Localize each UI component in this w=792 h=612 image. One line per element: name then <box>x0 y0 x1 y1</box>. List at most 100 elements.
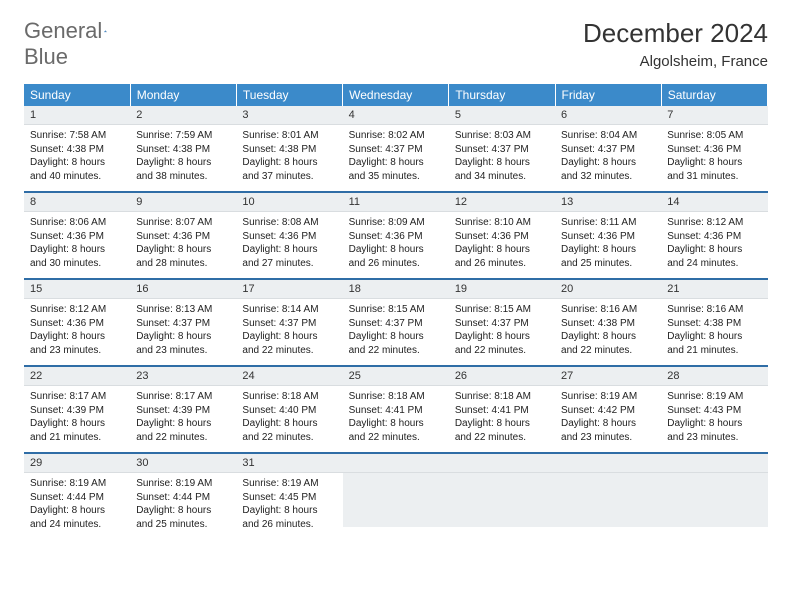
sunrise-text: Sunrise: 8:19 AM <box>242 477 336 491</box>
daylight-text: Daylight: 8 hours and 22 minutes. <box>561 330 655 357</box>
day-number: 6 <box>555 106 661 125</box>
day-body: Sunrise: 8:15 AMSunset: 4:37 PMDaylight:… <box>449 299 555 365</box>
sunrise-text: Sunrise: 8:04 AM <box>561 129 655 143</box>
weekday-header: Wednesday <box>343 84 449 106</box>
weekday-header: Saturday <box>661 84 767 106</box>
daylight-text: Daylight: 8 hours and 22 minutes. <box>349 330 443 357</box>
daylight-text: Daylight: 8 hours and 38 minutes. <box>136 156 230 183</box>
calendar-day-cell: 17Sunrise: 8:14 AMSunset: 4:37 PMDayligh… <box>236 279 342 366</box>
sunrise-text: Sunrise: 8:01 AM <box>242 129 336 143</box>
day-number: 31 <box>236 454 342 473</box>
weekday-header: Friday <box>555 84 661 106</box>
day-body: Sunrise: 8:10 AMSunset: 4:36 PMDaylight:… <box>449 212 555 278</box>
sunrise-text: Sunrise: 8:19 AM <box>30 477 124 491</box>
day-body: Sunrise: 8:03 AMSunset: 4:37 PMDaylight:… <box>449 125 555 191</box>
title-block: December 2024 Algolsheim, France <box>583 18 768 70</box>
sunset-text: Sunset: 4:38 PM <box>30 143 124 157</box>
sunset-text: Sunset: 4:37 PM <box>136 317 230 331</box>
day-number: 25 <box>343 367 449 386</box>
sunset-text: Sunset: 4:37 PM <box>455 317 549 331</box>
calendar-day-cell: 27Sunrise: 8:19 AMSunset: 4:42 PMDayligh… <box>555 366 661 453</box>
day-body: Sunrise: 8:18 AMSunset: 4:41 PMDaylight:… <box>343 386 449 452</box>
day-body: Sunrise: 8:12 AMSunset: 4:36 PMDaylight:… <box>661 212 767 278</box>
sunrise-text: Sunrise: 8:06 AM <box>30 216 124 230</box>
calendar-day-cell: 29Sunrise: 8:19 AMSunset: 4:44 PMDayligh… <box>24 453 130 539</box>
calendar-day-cell: 4Sunrise: 8:02 AMSunset: 4:37 PMDaylight… <box>343 106 449 192</box>
day-number: 18 <box>343 280 449 299</box>
day-body: Sunrise: 8:02 AMSunset: 4:37 PMDaylight:… <box>343 125 449 191</box>
brand-word1: General <box>24 18 102 44</box>
daylight-text: Daylight: 8 hours and 32 minutes. <box>561 156 655 183</box>
sunrise-text: Sunrise: 8:03 AM <box>455 129 549 143</box>
sunrise-text: Sunrise: 7:58 AM <box>30 129 124 143</box>
sunrise-text: Sunrise: 8:02 AM <box>349 129 443 143</box>
calendar-day-cell: 3 Sunrise: 8:01 AMSunset: 4:38 PMDaylight… <box>236 106 342 192</box>
day-number: 13 <box>555 193 661 212</box>
daylight-text: Daylight: 8 hours and 22 minutes. <box>455 330 549 357</box>
sail-icon <box>104 24 107 38</box>
sunrise-text: Sunrise: 8:14 AM <box>242 303 336 317</box>
sunrise-text: Sunrise: 8:18 AM <box>455 390 549 404</box>
daylight-text: Daylight: 8 hours and 37 minutes. <box>242 156 336 183</box>
day-body: Sunrise: 8:18 AMSunset: 4:41 PMDaylight:… <box>449 386 555 452</box>
sunrise-text: Sunrise: 7:59 AM <box>136 129 230 143</box>
day-number: 9 <box>130 193 236 212</box>
daylight-text: Daylight: 8 hours and 21 minutes. <box>667 330 761 357</box>
calendar-day-cell: 13Sunrise: 8:11 AMSunset: 4:36 PMDayligh… <box>555 192 661 279</box>
sunset-text: Sunset: 4:41 PM <box>349 404 443 418</box>
calendar-day-cell <box>555 453 661 539</box>
calendar-week-row: 8 Sunrise: 8:06 AM Sunset: 4:36 PM Daylight… <box>24 192 768 279</box>
sunrise-text: Sunrise: 8:17 AM <box>30 390 124 404</box>
sunrise-text: Sunrise: 8:15 AM <box>455 303 549 317</box>
calendar-day-cell: 19Sunrise: 8:15 AMSunset: 4:37 PMDayligh… <box>449 279 555 366</box>
sunset-text: Sunset: 4:38 PM <box>667 317 761 331</box>
sunrise-text: Sunrise: 8:19 AM <box>136 477 230 491</box>
day-number: 8 <box>24 193 130 212</box>
calendar-day-cell: 25Sunrise: 8:18 AMSunset: 4:41 PMDayligh… <box>343 366 449 453</box>
calendar-day-cell <box>661 453 767 539</box>
calendar-day-cell: 5Sunrise: 8:03 AMSunset: 4:37 PMDaylight… <box>449 106 555 192</box>
calendar-day-cell: 7Sunrise: 8:05 AMSunset: 4:36 PMDaylight… <box>661 106 767 192</box>
day-number: 5 <box>449 106 555 125</box>
calendar-day-cell <box>449 453 555 539</box>
day-body: Sunrise: 8:08 AMSunset: 4:36 PMDaylight:… <box>236 212 342 278</box>
daylight-text: Daylight: 8 hours and 22 minutes. <box>455 417 549 444</box>
weekday-header: Tuesday <box>236 84 342 106</box>
day-number: 24 <box>236 367 342 386</box>
day-body: Sunrise: 8:05 AMSunset: 4:36 PMDaylight:… <box>661 125 767 191</box>
day-body: Sunrise: 8:19 AMSunset: 4:44 PMDaylight:… <box>24 473 130 539</box>
sunset-text: Sunset: 4:38 PM <box>242 143 336 157</box>
sunrise-text: Sunrise: 8:15 AM <box>349 303 443 317</box>
sunrise-text: Sunrise: 8:10 AM <box>455 216 549 230</box>
daylight-text: Daylight: 8 hours and 22 minutes. <box>242 417 336 444</box>
calendar-day-cell: 24Sunrise: 8:18 AMSunset: 4:40 PMDayligh… <box>236 366 342 453</box>
sunrise-text: Sunrise: 8:07 AM <box>136 216 230 230</box>
daylight-text: Daylight: 8 hours and 25 minutes. <box>561 243 655 270</box>
calendar-day-cell: 18Sunrise: 8:15 AMSunset: 4:37 PMDayligh… <box>343 279 449 366</box>
sunset-text: Sunset: 4:36 PM <box>455 230 549 244</box>
calendar-day-cell: 6Sunrise: 8:04 AMSunset: 4:37 PMDaylight… <box>555 106 661 192</box>
daylight-text: Daylight: 8 hours and 21 minutes. <box>30 417 124 444</box>
sunrise-text: Sunrise: 8:05 AM <box>667 129 761 143</box>
sunset-text: Sunset: 4:36 PM <box>30 317 124 331</box>
daylight-text: Daylight: 8 hours and 35 minutes. <box>349 156 443 183</box>
day-body: Sunrise: 8:09 AMSunset: 4:36 PMDaylight:… <box>343 212 449 278</box>
day-body: Sunrise: 8:07 AMSunset: 4:36 PMDaylight:… <box>130 212 236 278</box>
calendar-week-row: 1Sunrise: 7:58 AMSunset: 4:38 PMDaylight… <box>24 106 768 192</box>
day-body: Sunrise: 8:17 AMSunset: 4:39 PMDaylight:… <box>24 386 130 452</box>
empty-daybody <box>661 473 767 527</box>
calendar-day-cell: 11Sunrise: 8:09 AMSunset: 4:36 PMDayligh… <box>343 192 449 279</box>
calendar-week-row: 15Sunrise: 8:12 AMSunset: 4:36 PMDayligh… <box>24 279 768 366</box>
empty-daybody <box>555 473 661 527</box>
calendar-table: Sunday Monday Tuesday Wednesday Thursday… <box>24 84 768 539</box>
sunset-text: Sunset: 4:36 PM <box>242 230 336 244</box>
daylight-text: Daylight: 8 hours and 24 minutes. <box>667 243 761 270</box>
calendar-day-cell: 22Sunrise: 8:17 AMSunset: 4:39 PMDayligh… <box>24 366 130 453</box>
day-number: 14 <box>661 193 767 212</box>
sunrise-text: Sunrise: 8:12 AM <box>30 303 124 317</box>
day-number: 3 <box>236 106 342 125</box>
calendar-day-cell: 31Sunrise: 8:19 AMSunset: 4:45 PMDayligh… <box>236 453 342 539</box>
daylight-text: Daylight: 8 hours and 40 minutes. <box>30 156 124 183</box>
day-number: 1 <box>24 106 130 125</box>
day-number: 12 <box>449 193 555 212</box>
